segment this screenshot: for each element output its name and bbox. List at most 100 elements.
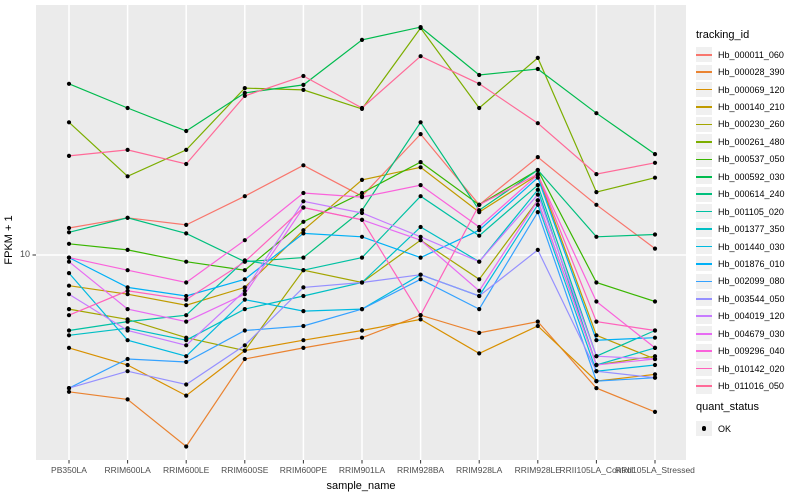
legend-entry: Hb_011016_050 <box>696 377 785 394</box>
legend-key-swatch <box>696 116 712 132</box>
legend-entry: Hb_000614_240 <box>696 186 785 203</box>
ok-point-key <box>696 421 712 437</box>
data-point <box>125 397 130 402</box>
data-point <box>125 174 130 179</box>
legend-entry-label: Hb_001440_030 <box>718 241 785 252</box>
legend-key-swatch <box>696 326 712 342</box>
data-point <box>184 259 189 264</box>
data-point <box>301 268 306 273</box>
legend-key-swatch <box>696 186 712 202</box>
data-point <box>359 177 365 182</box>
data-point <box>359 280 365 285</box>
x-tick-label: PB350LA <box>51 465 87 475</box>
data-point <box>301 293 306 299</box>
x-tick-label: RRIM928LE <box>514 465 561 475</box>
data-point <box>66 345 72 350</box>
data-point <box>477 330 482 335</box>
data-point <box>535 121 540 126</box>
legend-line-icon <box>696 210 712 213</box>
data-point <box>184 359 189 365</box>
data-point <box>184 303 189 308</box>
data-point <box>125 369 130 374</box>
data-point <box>535 167 540 173</box>
data-point <box>418 194 423 199</box>
data-point <box>652 409 658 414</box>
legend-key-swatch <box>696 256 712 272</box>
legend-entry: Hb_004679_030 <box>696 325 785 342</box>
data-point <box>652 362 658 368</box>
legend-line-icon <box>696 88 712 91</box>
data-point <box>301 228 306 233</box>
data-point <box>535 247 540 252</box>
data-point <box>184 222 189 227</box>
data-point <box>652 372 658 377</box>
data-point <box>301 205 306 210</box>
data-point <box>301 163 306 168</box>
data-point <box>66 313 72 318</box>
x-tick-label: RRIM928BA <box>396 465 445 475</box>
data-point <box>477 72 482 78</box>
data-point <box>594 172 599 177</box>
data-point <box>301 199 306 204</box>
data-point <box>535 319 540 324</box>
data-point <box>535 155 540 160</box>
legend-key-swatch <box>696 99 712 115</box>
legend-entry-label: Hb_004679_030 <box>718 328 785 339</box>
data-point <box>652 375 658 380</box>
data-point <box>242 307 247 312</box>
data-point <box>535 172 540 177</box>
legend-entry: Hb_000069_120 <box>696 81 785 98</box>
data-point <box>184 293 189 299</box>
data-point <box>477 81 482 86</box>
data-point <box>242 288 247 293</box>
legend-line-icon <box>696 350 712 352</box>
y-tick-label: 10 <box>19 249 30 259</box>
data-point <box>242 238 247 243</box>
legend-entry-label: Hb_000537_050 <box>718 154 785 165</box>
data-point <box>301 82 306 87</box>
data-point <box>184 280 189 285</box>
data-point <box>359 335 365 340</box>
data-point <box>184 354 189 359</box>
legend-key-swatch <box>696 151 712 167</box>
data-point <box>301 190 306 196</box>
data-point <box>477 288 482 293</box>
data-point <box>477 228 482 233</box>
data-point <box>652 335 658 340</box>
data-point <box>184 297 189 302</box>
data-point <box>594 354 599 359</box>
data-point <box>184 343 189 348</box>
data-point <box>652 175 658 180</box>
data-point <box>125 147 130 152</box>
data-point <box>594 190 599 195</box>
data-point <box>418 120 423 125</box>
legend-entry-label: Hb_000261_480 <box>718 136 785 147</box>
data-point <box>125 215 130 220</box>
legend-entry: Hb_010142_020 <box>696 360 785 377</box>
data-point <box>125 307 130 312</box>
legend-entry-label: Hb_010142_020 <box>718 363 785 374</box>
legend-key-swatch <box>696 169 712 185</box>
legend-entry-label: Hb_000069_120 <box>718 84 785 95</box>
data-point <box>66 241 72 246</box>
data-point <box>301 338 306 343</box>
plot-panel <box>36 5 686 460</box>
data-point <box>242 93 247 98</box>
legend-entry: Hb_000028_390 <box>696 63 785 80</box>
data-point <box>125 338 130 343</box>
data-point <box>477 293 482 299</box>
data-point <box>66 120 72 125</box>
legend-entry-label: Hb_011016_050 <box>718 381 784 392</box>
data-point <box>359 190 365 196</box>
legend-line-icon <box>696 141 712 143</box>
legend-entry: Hb_003544_050 <box>696 290 785 307</box>
data-point <box>535 187 540 192</box>
legend-entry: Hb_001876_010 <box>696 255 785 272</box>
legend-entry: Hb_004019_120 <box>696 308 785 325</box>
data-point <box>125 319 130 324</box>
legend-key-swatch <box>696 239 712 255</box>
data-point <box>359 328 365 333</box>
legend-line-icon <box>696 315 712 318</box>
x-tick-label: RRIM600LE <box>163 465 210 475</box>
